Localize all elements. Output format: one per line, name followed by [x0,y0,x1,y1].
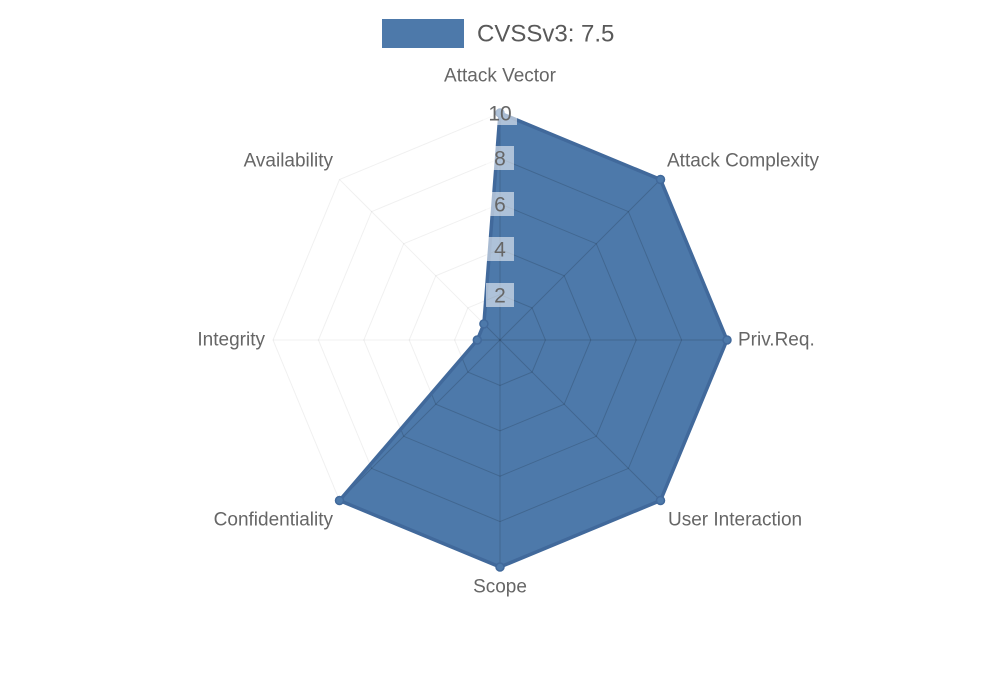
legend-swatch[interactable] [382,19,464,48]
data-point-integrity [472,335,483,345]
radial-tick-labels: 2 4 6 8 10 [483,101,517,308]
axis-label-attack-vector: Attack Vector [444,66,557,87]
chart-legend[interactable]: CVSSv3: 7.5 [382,19,614,48]
grid-spoke-inner [499,179,661,341]
axis-label-attack-complexity: Attack Complexity [667,151,820,172]
data-point-scope [495,562,505,572]
data-point-user-interaction [655,495,666,506]
tick-backdrop-4 [486,237,514,261]
legend-label[interactable]: CVSSv3: 7.5 [477,21,614,48]
tick-label-4: 4 [494,239,506,262]
axis-labels: Attack Vector Attack Complexity Priv.Req… [197,66,819,598]
axis-label-availability: Availability [244,151,334,172]
tick-label-2: 2 [494,285,506,308]
grid-spoke-outer [339,179,501,341]
tick-backdrop-10 [483,101,517,125]
grid-spoke-inner [499,339,661,501]
grid-spoke-inner [339,339,501,501]
data-point-availability [479,319,489,329]
radar-series-layer [334,108,732,572]
tick-label-10: 10 [488,103,511,126]
tick-label-6: 6 [494,194,506,217]
tick-label-8: 8 [494,148,506,171]
tick-backdrop-8 [486,146,514,170]
data-point-attack-complexity [655,174,666,185]
axis-label-confidentiality: Confidentiality [214,510,334,531]
data-point-priv-req- [722,335,732,345]
tick-backdrop-2 [486,283,514,307]
axis-label-priv-req: Priv.Req. [738,330,815,351]
tick-backdrop-6 [486,192,514,216]
axis-label-integrity: Integrity [197,330,265,351]
axis-label-scope: Scope [473,577,527,598]
data-polygon-cvss [339,113,727,567]
data-point-confidentiality [334,495,345,506]
axis-label-user-interaction: User Interaction [668,510,802,531]
